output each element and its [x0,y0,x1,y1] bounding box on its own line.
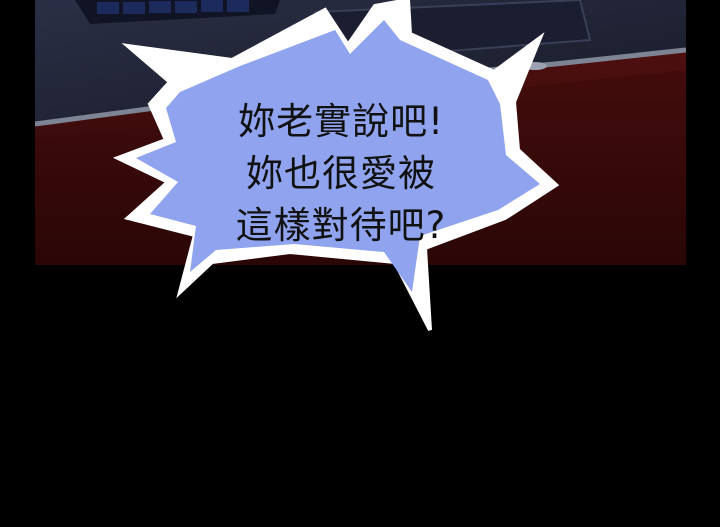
speech-bubble-fill [136,20,540,292]
speech-bubble-text: 妳老實說吧! 妳也很愛被 這樣對待吧? [200,96,482,252]
speech-line-2: 妳也很愛被 [246,152,436,195]
speech-line-3: 這樣對待吧? [235,204,447,247]
keyboard-keys [97,0,249,14]
speech-line-1: 妳老實說吧! [238,100,444,143]
